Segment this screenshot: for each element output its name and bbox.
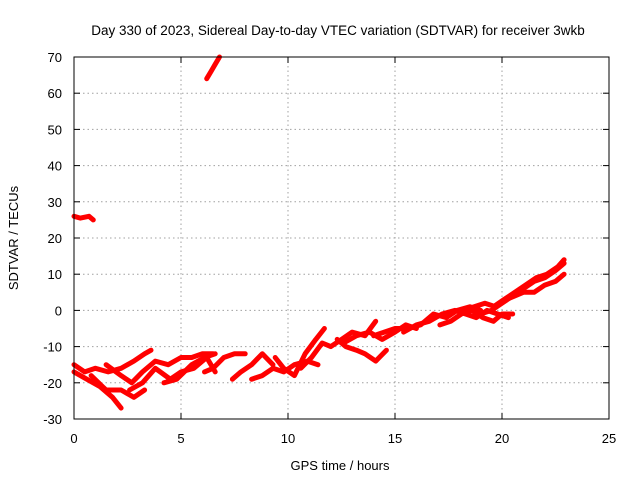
x-tick-label: 5 (177, 431, 184, 446)
x-tick-labels: 0 5 10 15 20 25 (70, 431, 616, 446)
y-tick-label: -10 (43, 340, 62, 355)
y-tick-label: 60 (48, 86, 62, 101)
x-tick-label: 15 (388, 431, 402, 446)
series-trace (103, 351, 216, 386)
series-trace (341, 322, 419, 346)
x-axis-label: GPS time / hours (291, 458, 390, 473)
series-trace (88, 373, 148, 400)
series-trace (437, 307, 516, 328)
series-trace (229, 351, 276, 382)
data-traces (71, 54, 567, 411)
y-tick-label: -20 (43, 376, 62, 391)
chart-title: Day 330 of 2023, Sidereal Day-to-day VTE… (91, 23, 584, 38)
y-axis-label: SDTVAR / TECUs (6, 185, 21, 290)
x-tick-label: 10 (281, 431, 295, 446)
y-tick-label: 20 (48, 231, 62, 246)
y-tick-label: -30 (43, 412, 62, 427)
series-trace (161, 351, 218, 386)
series-trace (272, 326, 327, 379)
grid (74, 57, 609, 419)
x-tick-label: 25 (602, 431, 616, 446)
series-trace (204, 54, 222, 82)
series-trace (490, 257, 567, 310)
series-trace (202, 351, 248, 375)
x-tick-label: 20 (495, 431, 509, 446)
y-tick-label: 70 (48, 50, 62, 65)
y-tick-label: 10 (48, 267, 62, 282)
y-tick-label: 30 (48, 195, 62, 210)
x-tick-label: 0 (70, 431, 77, 446)
y-tick-labels: -30 -20 -10 0 10 20 30 40 50 60 70 (43, 50, 62, 427)
y-tick-label: 50 (48, 122, 62, 137)
tick-marks (73, 56, 610, 420)
series-trace (334, 336, 389, 364)
y-tick-label: 40 (48, 159, 62, 174)
y-tick-label: 0 (55, 303, 62, 318)
series-trace (71, 213, 96, 223)
